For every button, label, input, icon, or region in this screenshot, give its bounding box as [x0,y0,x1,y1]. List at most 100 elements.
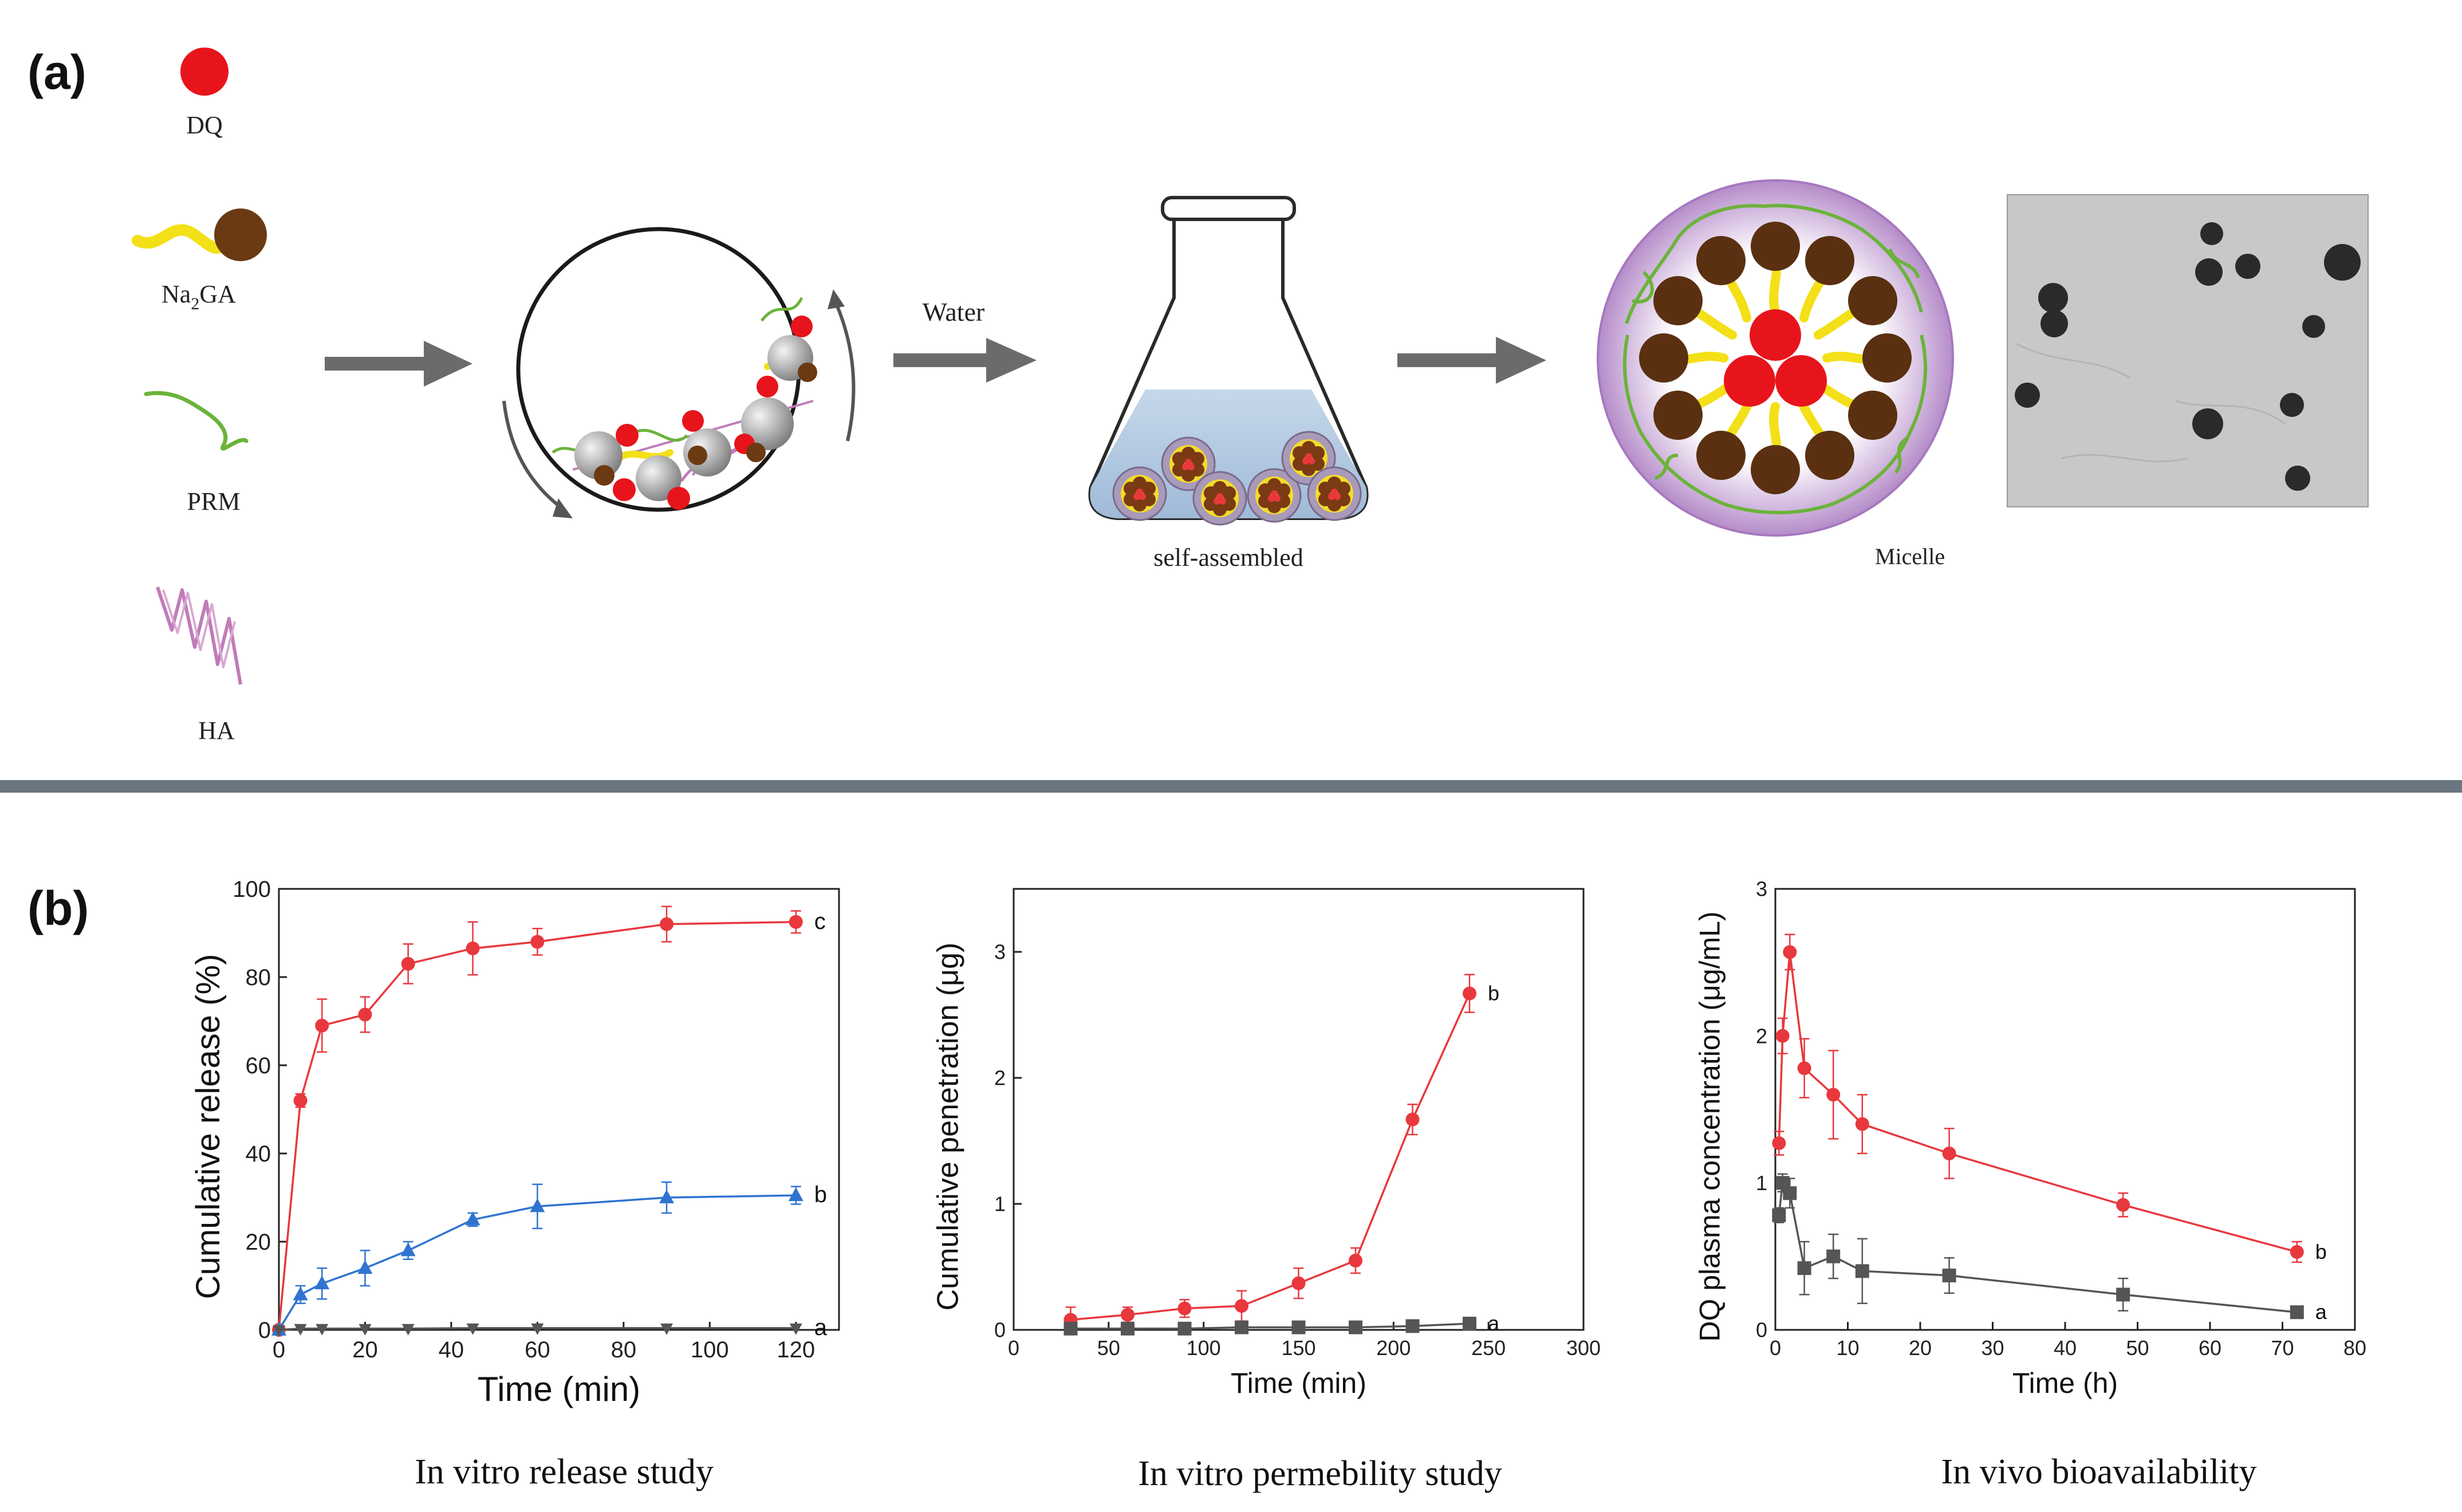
data-point [1177,1321,1192,1336]
data-point [1783,945,1797,959]
y-tick-label: 1 [1756,1171,1767,1195]
y-axis-label: DQ plasma concentration (μg/mL) [1693,911,1726,1341]
x-tick-label: 100 [1187,1336,1221,1360]
series-a: a [1772,1173,2327,1324]
x-axis-label: Time (min) [478,1370,640,1408]
data-point [2116,1287,2130,1302]
data-point [788,1187,803,1202]
series-a: a [1063,1312,1500,1336]
data-point [1463,1317,1476,1330]
y-tick-label: 2 [994,1066,1006,1090]
data-point [530,935,545,949]
series-a: a [273,1315,828,1340]
x-tick-label: 100 [691,1337,729,1363]
y-tick-label: 3 [994,940,1006,964]
x-tick-label: 20 [352,1337,378,1363]
data-point [358,1007,372,1022]
data-point [401,956,415,971]
data-point [660,917,674,931]
caption-bioavailability: In vivo bioavailability [1941,1452,2256,1491]
data-point [1797,1061,1811,1076]
legend-prm: PRM [144,391,249,515]
series-line [1070,993,1471,1321]
data-point [1826,1249,1841,1263]
x-axis-label: Time (h) [2012,1367,2118,1399]
series-label: c [814,909,826,934]
micelle-diagram [1597,179,1954,537]
x-tick-label: 80 [2343,1336,2366,1360]
data-point [466,1323,479,1335]
x-tick-label: 150 [1281,1336,1315,1360]
x-tick-label: 40 [439,1337,464,1363]
micelle-label: Micelle [1875,544,1945,569]
data-point [293,1093,308,1108]
x-tick-label: 120 [777,1337,815,1363]
panel-a-label: (a) [27,45,86,99]
x-tick-label: 60 [2199,1336,2221,1360]
x-tick-label: 80 [611,1337,637,1363]
ha-label: HA [198,716,235,745]
section-divider [0,780,2462,793]
data-point [400,1242,416,1257]
ball-mill [502,227,856,518]
y-tick-label: 0 [1756,1318,1767,1342]
data-point [1291,1320,1306,1334]
data-point [789,1323,802,1335]
caption-permeability: In vitro permebility study [1138,1454,1502,1493]
y-tick-label: 20 [246,1230,271,1255]
plot-frame [278,888,840,1331]
data-point [2290,1305,2304,1320]
data-point [1772,1136,1786,1151]
data-point [1405,1112,1420,1127]
data-point [1121,1321,1135,1336]
data-point [466,941,480,955]
water-label: Water [923,297,985,326]
data-point [1235,1320,1248,1334]
x-tick-label: 300 [1566,1336,1601,1360]
data-point [1291,1276,1306,1290]
dq-icon [180,48,229,96]
data-point [530,1198,545,1212]
legend-na2ga: Na2GA [132,208,267,313]
data-point [316,1324,329,1336]
x-tick-label: 250 [1471,1336,1506,1360]
release-chart: 0 20 40 60 80 100 120 0 20 40 60 80 100 Time (min) Cum… [190,877,840,1408]
dq-label: DQ [186,111,223,139]
data-point [659,1190,675,1203]
y-tick-label: 2 [1756,1024,1767,1048]
x-tick-label: 30 [1981,1336,2004,1360]
x-tick-label: 0 [1008,1336,1019,1360]
y-tick-label: 80 [246,965,271,990]
data-point [1463,986,1476,1001]
x-tick-label: 60 [525,1337,550,1363]
ha-icon [156,586,242,685]
data-point [531,1323,544,1335]
tem-micrograph [2007,194,2369,507]
series-label: a [1488,1312,1500,1335]
data-point [273,1325,285,1337]
series-label: b [2315,1240,2327,1263]
x-tick-label: 0 [1770,1336,1781,1360]
data-point [314,1275,330,1290]
y-tick-label: 0 [258,1318,271,1343]
data-point [1797,1261,1811,1275]
series-b: b [1772,934,2327,1263]
data-point [2116,1198,2130,1212]
na2ga-head-icon [214,208,267,261]
process-arrow-1 [325,341,472,387]
data-point [1772,1208,1786,1222]
x-tick-label: 10 [1836,1336,1859,1360]
y-tick-label: 100 [233,877,271,902]
series-line [1778,952,2298,1253]
data-point [294,1324,307,1336]
data-point [357,1260,373,1274]
na2ga-label: Na2GA [161,280,236,313]
data-point [1349,1254,1362,1267]
data-point [2290,1245,2304,1259]
x-tick-label: 0 [273,1337,285,1363]
data-point [1855,1117,1869,1131]
flask-label: self-assembled [1153,544,1303,572]
data-point [465,1211,480,1226]
x-tick-label: 200 [1376,1336,1411,1360]
y-tick-label: 1 [994,1192,1006,1216]
